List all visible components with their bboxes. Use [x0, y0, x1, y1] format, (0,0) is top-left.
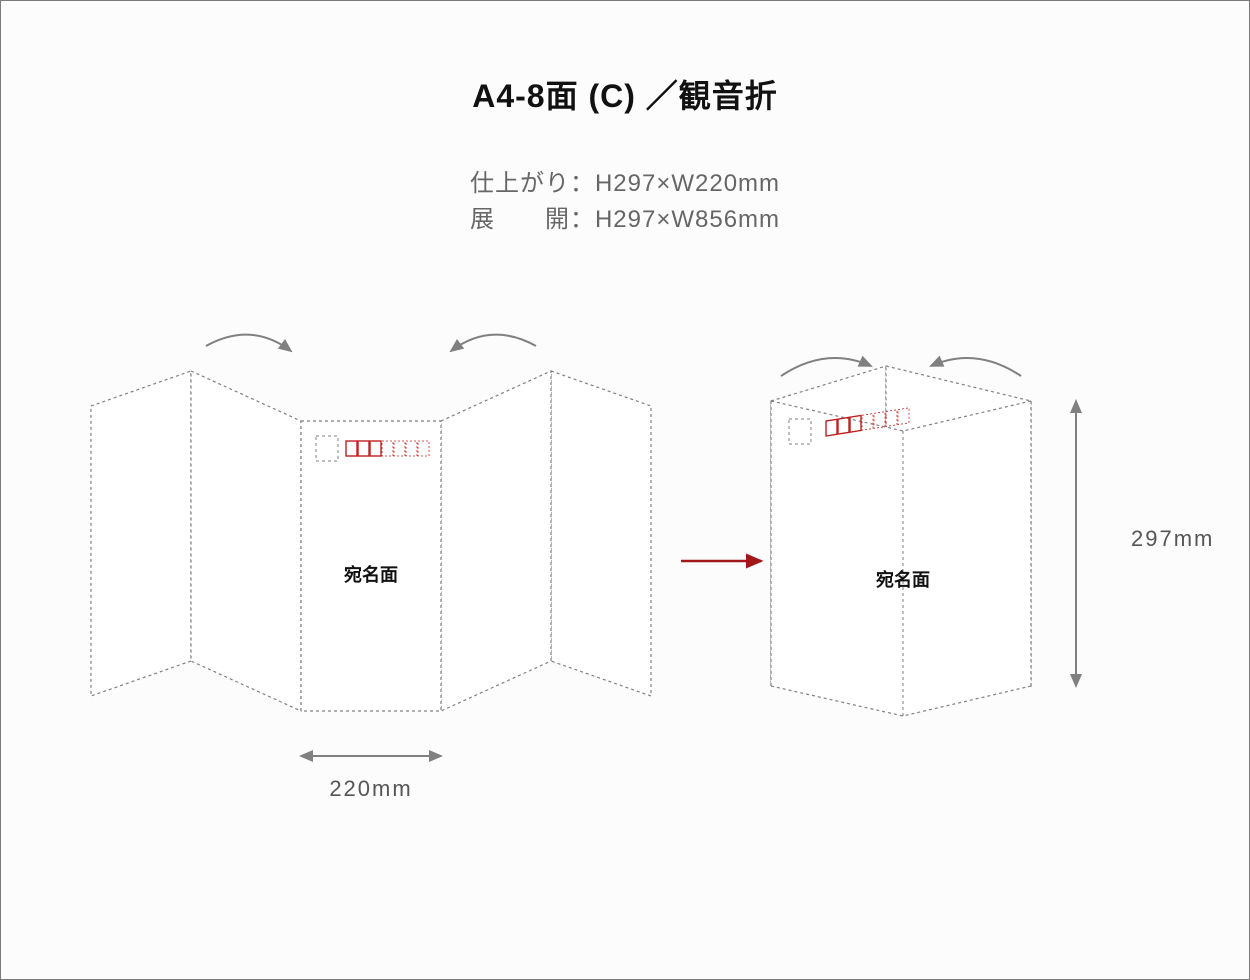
fold-arrow-icon: [206, 335, 291, 351]
panel: [191, 371, 301, 711]
panel: [441, 371, 551, 711]
fold-arrow-icon: [781, 358, 871, 376]
fold-arrow-icon: [451, 335, 536, 351]
spec-finished-label: 仕上がり：: [470, 170, 595, 197]
address-panel-label: 宛名面: [875, 569, 930, 590]
fold-arrow-icon: [931, 358, 1021, 376]
panel-front: [771, 401, 1031, 716]
spec-finished-value: H297×W220mm: [595, 170, 780, 197]
diagram-frame: A4-8面 (C) ／観音折 仕上がり：H297×W220mm 展 開：H297…: [0, 0, 1250, 980]
address-panel-label: 宛名面: [343, 564, 398, 585]
width-label: 220mm: [329, 776, 412, 801]
panel: [551, 371, 651, 696]
spec-unfolded-label: 展 開：: [470, 206, 595, 233]
spec-unfolded-value: H297×W856mm: [595, 206, 780, 233]
height-label: 297mm: [1131, 526, 1214, 551]
panel: [91, 371, 191, 696]
fold-diagram-svg: 宛名面 220mm 宛名面 297mm: [1, 301, 1250, 901]
diagram-title: A4-8面 (C) ／観音折: [1, 71, 1249, 117]
unfolded-view: 宛名面 220mm: [91, 335, 651, 801]
folded-view: 宛名面 297mm: [771, 358, 1214, 716]
diagram-svg-container: 宛名面 220mm 宛名面 297mm: [1, 301, 1250, 901]
spec-block: 仕上がり：H297×W220mm 展 開：H297×W856mm: [1, 166, 1249, 238]
